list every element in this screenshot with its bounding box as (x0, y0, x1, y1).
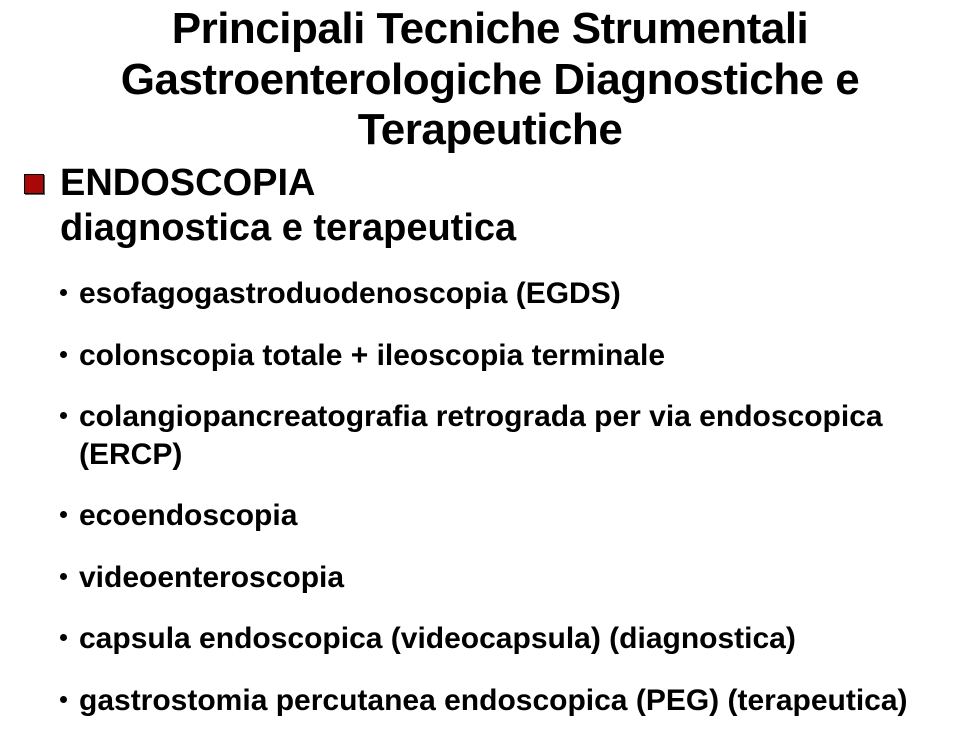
title-line-2: Gastroenterologiche Diagnostiche e (121, 55, 860, 104)
list-item: colonscopia totale + ileoscopia terminal… (60, 337, 920, 375)
list-item: colangiopancreatografia retrograda per v… (60, 398, 920, 473)
slide-page: Principali Tecniche Strumentali Gastroen… (0, 4, 960, 719)
bullet-dot-icon (60, 634, 67, 641)
item-list: esofagogastroduodenoscopia (EGDS) colons… (60, 275, 920, 719)
bullet-dot-icon (60, 412, 67, 419)
list-item-text: colonscopia totale + ileoscopia terminal… (79, 337, 665, 375)
section-heading-row: ENDOSCOPIA (60, 162, 920, 206)
bullet-dot-icon (60, 289, 67, 296)
bullet-dot-icon (60, 351, 67, 358)
list-item: esofagogastroduodenoscopia (EGDS) (60, 275, 920, 313)
bullet-dot-icon (60, 511, 67, 518)
section-heading-line1: ENDOSCOPIA (60, 162, 315, 206)
bullet-dot-icon (60, 573, 67, 580)
list-item: videoenteroscopia (60, 559, 920, 597)
title-line-1: Principali Tecniche Strumentali (172, 4, 809, 53)
list-item-text: gastrostomia percutanea endoscopica (PEG… (79, 682, 908, 720)
list-item-text: esofagogastroduodenoscopia (EGDS) (79, 275, 621, 313)
list-item: ecoendoscopia (60, 497, 920, 535)
list-item: gastrostomia percutanea endoscopica (PEG… (60, 682, 920, 720)
title-line-3: Terapeutiche (358, 105, 623, 154)
list-item-text: ecoendoscopia (79, 497, 297, 535)
list-item-text: videoenteroscopia (79, 559, 344, 597)
list-item-text: capsula endoscopica (videocapsula) (diag… (79, 620, 796, 658)
section-heading-line2: diagnostica e terapeutica (60, 207, 920, 251)
list-item: capsula endoscopica (videocapsula) (diag… (60, 620, 920, 658)
bullet-dot-icon (60, 696, 67, 703)
list-item-text: colangiopancreatografia retrograda per v… (79, 398, 920, 473)
slide-title: Principali Tecniche Strumentali Gastroen… (60, 4, 920, 156)
section-bullet-icon (24, 174, 44, 194)
